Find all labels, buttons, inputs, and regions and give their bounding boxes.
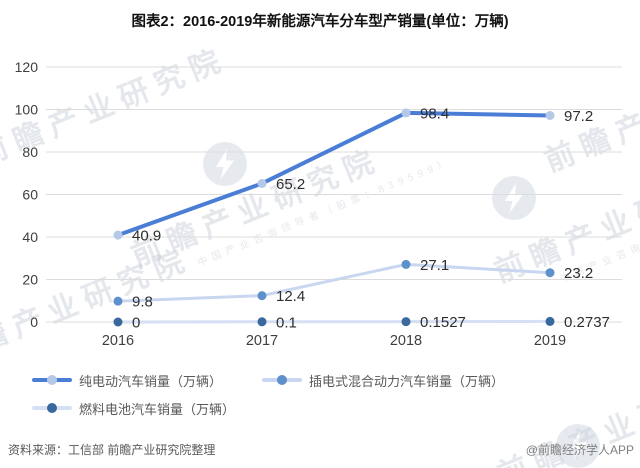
series-line-0 [116,110,552,238]
data-point [257,178,267,188]
legend-item-pure-electric: 纯电动汽车销量（万辆） [32,373,223,389]
x-tick-label: 2019 [534,333,566,349]
legend-label: 燃料电池汽车销量（万辆） [79,401,236,417]
data-label: 65.2 [276,176,305,193]
y-tick-label: 40 [22,229,38,245]
x-tick-label: 2017 [246,333,278,349]
data-point [257,317,267,327]
data-point [545,110,555,120]
data-point [257,291,267,301]
legend-label: 插电式混合动力汽车销量（万辆） [309,373,505,389]
series-line-2 [116,319,552,324]
data-label: 0.1527 [420,314,466,331]
chart-plot-area: 0 20 40 60 80 100 120 2016 2017 2018 2019 40.9 65.2 9… [15,59,622,349]
data-label: 12.4 [276,288,305,305]
data-point [401,108,411,118]
series-line-1 [116,262,552,303]
legend-marker-icon [32,375,72,385]
data-point [401,317,411,327]
y-tick-label: 0 [30,314,38,330]
legend-label: 纯电动汽车销量（万辆） [79,373,223,389]
data-point [401,259,411,269]
y-tick-label: 60 [22,187,38,203]
legend-marker-icon [262,375,302,385]
data-label: 23.2 [564,265,593,282]
data-label: 27.1 [420,257,449,274]
data-label: 0.2737 [564,314,610,331]
y-tick-label: 20 [22,272,38,288]
legend-marker-icon [32,403,72,413]
legend-item-plugin-hybrid: 插电式混合动力汽车销量（万辆） [262,373,505,389]
y-tick-label: 80 [22,144,38,160]
source-note: 资料来源：工信部 前瞻产业研究院整理 [8,443,216,457]
data-point [545,316,555,326]
data-label: 97.2 [564,108,593,125]
x-tick-label: 2018 [390,333,422,349]
data-point [113,230,123,240]
x-tick-label: 2016 [102,333,134,349]
data-label: 9.8 [132,294,153,311]
data-point [545,268,555,278]
y-tick-label: 100 [15,102,39,118]
data-point [113,317,123,327]
data-label: 40.9 [132,228,161,245]
data-label: 98.4 [420,105,449,122]
chart-title: 图表2：2016-2019年新能源汽车分车型产销量(单位：万辆) [131,14,509,30]
data-label: 0 [132,315,140,332]
data-label: 0.1 [276,314,297,331]
credit-note: @前瞻经济学人APP [525,443,634,457]
legend-item-fuel-cell: 燃料电池汽车销量（万辆） [32,401,236,417]
data-point [113,296,123,306]
y-tick-label: 120 [15,59,39,75]
